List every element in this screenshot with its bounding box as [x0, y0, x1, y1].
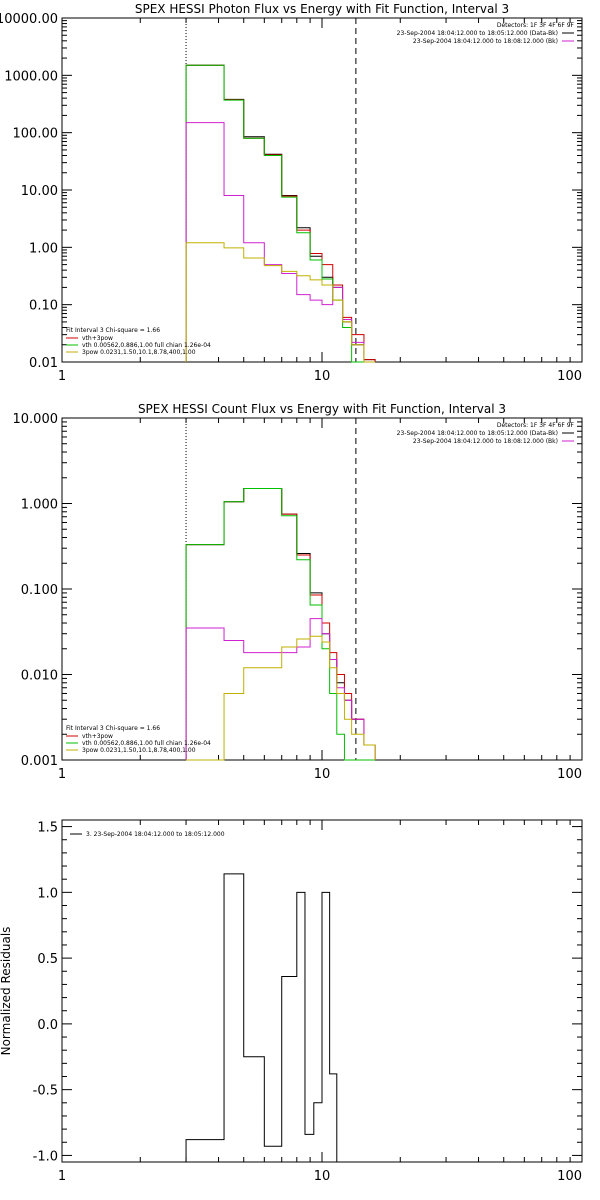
y-tick-label: 10.00 [21, 184, 58, 199]
x-tick-label: 1 [58, 1169, 66, 1184]
y-tick-label: 10.000 [13, 412, 59, 427]
legend-label: 3. 23-Sep-2004 18:04:12.000 to 18:05:12.… [86, 831, 225, 838]
series-line [185, 64, 376, 362]
fit-legend-label: vth+3pow [82, 335, 113, 342]
y-tick-label: 0.5 [37, 952, 58, 967]
fit-legend-label: vth 0.00562,0.886,1.00 full chian 1.26e-… [82, 740, 211, 747]
series-line [186, 635, 376, 761]
series-line [185, 64, 376, 363]
y-tick-label: 1000.00 [4, 69, 58, 84]
fit-legend-label: 3pow 0.0231,1.50,10.1,8.78,400,1.00 [82, 349, 196, 356]
y-tick-label: -0.5 [33, 1084, 58, 1099]
info-text: Detectors: 1F 3F 4F 6F 9F [497, 22, 575, 29]
y-tick-label: 0.010 [21, 669, 58, 684]
info-text: 23-Sep-2004 18:04:12.000 to 18:08:12.000… [413, 438, 558, 445]
chart-title: SPEX HESSI Photon Flux vs Energy with Fi… [135, 2, 509, 16]
photon-flux-panel: SPEX HESSI Photon Flux vs Energy with Fi… [0, 2, 583, 384]
x-tick-label: 100 [557, 767, 582, 782]
x-tick-label: 100 [557, 369, 582, 384]
fit-legend-label: vth+3pow [82, 733, 113, 740]
info-text: 23-Sep-2004 18:04:12.000 to 18:05:12.000… [397, 30, 558, 37]
y-tick-label: 10000.00 [0, 12, 58, 27]
y-tick-label: 1.00 [29, 241, 58, 256]
y-tick-label: 1.0 [37, 886, 58, 901]
series-line [185, 487, 376, 761]
y-tick-label: 1.5 [37, 821, 58, 836]
y-tick-label: -1.0 [33, 1149, 58, 1164]
x-tick-label: 10 [314, 1169, 331, 1184]
x-tick-label: 10 [314, 767, 331, 782]
count-flux-panel: SPEX HESSI Count Flux vs Energy with Fit… [13, 402, 583, 782]
series-line [185, 242, 376, 363]
series-line [185, 122, 376, 363]
y-tick-label: 0.001 [21, 754, 58, 769]
plot-frame [61, 417, 583, 761]
x-tick-label: 1 [58, 369, 66, 384]
chart-title: SPEX HESSI Count Flux vs Energy with Fit… [138, 402, 506, 416]
info-text: 23-Sep-2004 18:04:12.000 to 18:08:12.000… [413, 38, 558, 45]
fit-legend-header: Fit Interval 3 Chi-square = 1.66 [66, 725, 160, 732]
series-line [185, 618, 376, 760]
y-tick-label: 0.10 [29, 299, 58, 314]
x-tick-label: 10 [314, 369, 331, 384]
y-tick-label: 0.100 [21, 583, 58, 598]
fit-legend-header: Fit Interval 3 Chi-square = 1.66 [66, 327, 160, 334]
x-tick-label: 1 [58, 767, 66, 782]
series-line [185, 873, 352, 1163]
info-text: Detectors: 1F 3F 4F 6F 9F [497, 422, 575, 429]
plot-frame [61, 17, 583, 363]
fit-legend-label: 3pow 0.0231,1.50,10.1,8.78,400,1.00 [82, 747, 196, 754]
residuals-panel: Normalized Residuals 1 10 100 -1.0 -0.5 0.0 0.5… [0, 819, 583, 1184]
info-text: 23-Sep-2004 18:04:12.000 to 18:05:12.000… [397, 430, 558, 437]
y-tick-label: 1.000 [21, 498, 58, 513]
x-tick-label: 100 [557, 1169, 582, 1184]
y-tick-label: 0.0 [37, 1018, 58, 1033]
fit-legend-label: vth 0.00562,0.886,1.00 full chian 1.26e-… [82, 342, 211, 349]
y-tick-label: 100.00 [13, 127, 59, 142]
y-tick-label: 0.01 [29, 356, 58, 371]
y-axis-label: Normalized Residuals [0, 927, 13, 1056]
